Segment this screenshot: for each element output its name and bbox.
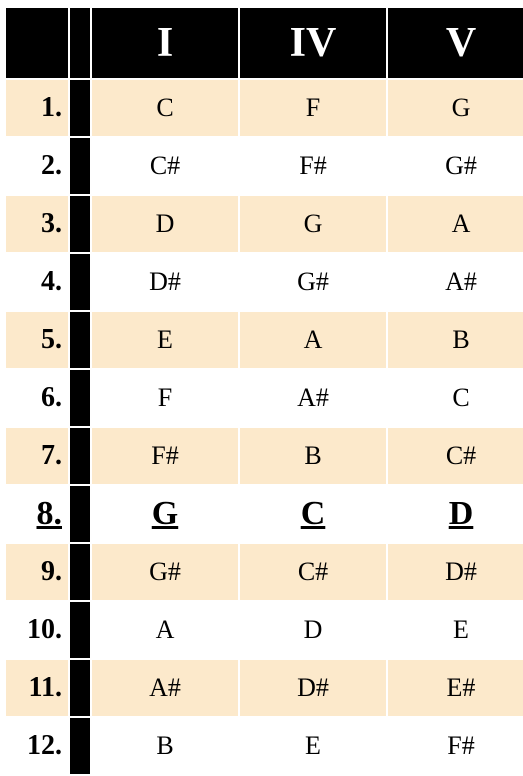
cell-V: A <box>388 196 523 252</box>
cell-V: B <box>388 312 523 368</box>
cell-V: A# <box>388 254 523 310</box>
row-number: 7. <box>6 428 68 484</box>
cell-IV: F <box>240 80 386 136</box>
cell-V: E <box>388 602 523 658</box>
cell-I: G# <box>92 544 238 600</box>
row-separator <box>70 660 90 716</box>
cell-I: B <box>92 718 238 774</box>
cell-V: D <box>388 486 523 542</box>
chord-table: I IV V 1.CFG2.C#F#G#3.DGA4.D#G#A#5.EAB6.… <box>4 6 523 776</box>
cell-V: C <box>388 370 523 426</box>
row-number: 1. <box>6 80 68 136</box>
cell-IV: A# <box>240 370 386 426</box>
table-row: 3. DGA <box>6 196 523 252</box>
cell-IV: G# <box>240 254 386 310</box>
row-number: 6. <box>6 370 68 426</box>
row-number: 3. <box>6 196 68 252</box>
cell-IV: C <box>240 486 386 542</box>
row-separator <box>70 370 90 426</box>
table-row: 7. F#BC# <box>6 428 523 484</box>
row-number: 4. <box>6 254 68 310</box>
cell-I: C <box>92 80 238 136</box>
cell-IV: B <box>240 428 386 484</box>
cell-IV: A <box>240 312 386 368</box>
header-row: I IV V <box>6 8 523 78</box>
table-row: 12. BEF# <box>6 718 523 774</box>
table-row: 6. FA#C <box>6 370 523 426</box>
row-number: 8. <box>6 486 68 542</box>
cell-V: C# <box>388 428 523 484</box>
row-number: 12. <box>6 718 68 774</box>
cell-I: A <box>92 602 238 658</box>
row-separator <box>70 80 90 136</box>
row-number: 10. <box>6 602 68 658</box>
row-separator <box>70 254 90 310</box>
row-separator <box>70 718 90 774</box>
row-separator <box>70 544 90 600</box>
header-sep <box>70 8 90 78</box>
cell-V: G# <box>388 138 523 194</box>
row-number: 2. <box>6 138 68 194</box>
row-number: 11. <box>6 660 68 716</box>
row-separator <box>70 196 90 252</box>
row-separator <box>70 312 90 368</box>
chord-table-container: I IV V 1.CFG2.C#F#G#3.DGA4.D#G#A#5.EAB6.… <box>0 0 523 772</box>
row-separator <box>70 602 90 658</box>
row-number: 9. <box>6 544 68 600</box>
table-row: 4. D#G#A# <box>6 254 523 310</box>
row-separator <box>70 486 90 542</box>
cell-I: F <box>92 370 238 426</box>
header-blank <box>6 8 68 78</box>
cell-I: G <box>92 486 238 542</box>
cell-IV: D <box>240 602 386 658</box>
cell-IV: C# <box>240 544 386 600</box>
cell-V: D# <box>388 544 523 600</box>
table-row: 1. CFG <box>6 80 523 136</box>
table-row: 5. EAB <box>6 312 523 368</box>
cell-IV: F# <box>240 138 386 194</box>
cell-V: E# <box>388 660 523 716</box>
table-row: 8. GCD <box>6 486 523 542</box>
cell-IV: G <box>240 196 386 252</box>
table-row: 9. G#C#D# <box>6 544 523 600</box>
cell-IV: E <box>240 718 386 774</box>
row-number: 5. <box>6 312 68 368</box>
header-IV: IV <box>240 8 386 78</box>
cell-I: F# <box>92 428 238 484</box>
table-row: 2. C#F#G# <box>6 138 523 194</box>
row-separator <box>70 138 90 194</box>
row-separator <box>70 428 90 484</box>
cell-V: G <box>388 80 523 136</box>
cell-IV: D# <box>240 660 386 716</box>
table-row: 11. A#D#E# <box>6 660 523 716</box>
table-row: 10. ADE <box>6 602 523 658</box>
header-I: I <box>92 8 238 78</box>
cell-V: F# <box>388 718 523 774</box>
cell-I: D <box>92 196 238 252</box>
cell-I: A# <box>92 660 238 716</box>
cell-I: E <box>92 312 238 368</box>
cell-I: D# <box>92 254 238 310</box>
header-V: V <box>388 8 523 78</box>
cell-I: C# <box>92 138 238 194</box>
